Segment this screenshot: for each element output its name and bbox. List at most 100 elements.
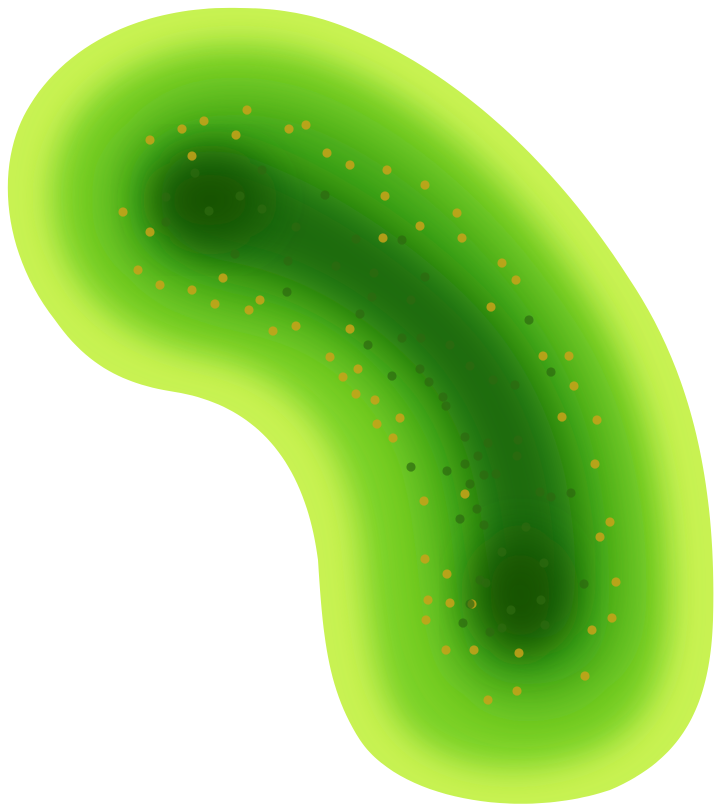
seed-dot: [512, 451, 522, 461]
seed-dot: [397, 333, 407, 343]
seed-dot: [187, 285, 197, 295]
seed-dot: [455, 514, 465, 524]
seed-dot: [590, 459, 600, 469]
seed-dot: [460, 489, 470, 499]
seed-dot: [587, 625, 597, 635]
seed-dot: [370, 395, 380, 405]
pickle-dark-spot-bottom: [475, 535, 565, 655]
seed-dot: [187, 151, 197, 161]
seed-dot: [458, 618, 468, 628]
seed-dot: [465, 361, 475, 371]
seed-dot: [513, 435, 523, 445]
seed-dot: [564, 351, 574, 361]
seed-dot: [118, 207, 128, 217]
seed-dot: [161, 217, 171, 227]
seed-dot: [540, 620, 550, 630]
seed-dot: [457, 233, 467, 243]
seed-dot: [387, 371, 397, 381]
seed-dot: [535, 487, 545, 497]
seed-dot: [231, 130, 241, 140]
seed-dot: [557, 412, 567, 422]
seed-dot: [460, 432, 470, 442]
seed-dot: [382, 165, 392, 175]
seed-dot: [388, 433, 398, 443]
seed-dot: [338, 372, 348, 382]
seed-dot: [579, 579, 589, 589]
seed-dot: [605, 517, 615, 527]
seed-dot: [514, 648, 524, 658]
seed-dot: [441, 645, 451, 655]
seed-dot: [325, 352, 335, 362]
seed-dot: [291, 321, 301, 331]
seed-dot: [452, 208, 462, 218]
seed-dot: [488, 375, 498, 385]
seed-dot: [255, 295, 265, 305]
seed-dot: [445, 340, 455, 350]
seed-dot: [510, 380, 520, 390]
seed-dot: [442, 569, 452, 579]
seed-dot: [521, 522, 531, 532]
seed-dot: [497, 547, 507, 557]
seed-dot: [497, 623, 507, 633]
seed-dot: [546, 492, 556, 502]
seed-dot: [546, 367, 556, 377]
seed-dot: [421, 615, 431, 625]
seed-dot: [242, 105, 252, 115]
seed-dot: [481, 578, 491, 588]
seed-dot: [483, 695, 493, 705]
seed-dot: [539, 558, 549, 568]
seed-dot: [473, 451, 483, 461]
seed-dot: [204, 206, 214, 216]
pickle-seed-dots-outer: [118, 105, 621, 705]
seed-dot: [322, 148, 332, 158]
seed-dot: [479, 520, 489, 530]
seed-dot: [355, 309, 365, 319]
seed-dot: [145, 227, 155, 237]
seed-dot: [363, 340, 373, 350]
seed-dot: [345, 160, 355, 170]
seed-dot: [190, 168, 200, 178]
seed-dot: [420, 180, 430, 190]
seed-dot: [465, 599, 475, 609]
seed-dot: [291, 222, 301, 232]
seed-dot: [353, 364, 363, 374]
seed-dot: [420, 272, 430, 282]
seed-dot: [423, 595, 433, 605]
seed-dot: [485, 627, 495, 637]
seed-dot: [320, 190, 330, 200]
pickle-dark-spot-top: [155, 158, 265, 242]
seed-dot: [419, 496, 429, 506]
seed-dot: [424, 377, 434, 387]
seed-dot: [284, 124, 294, 134]
seed-dot: [257, 204, 267, 214]
seed-dot: [282, 287, 292, 297]
seed-dot: [483, 438, 493, 448]
seed-dot: [257, 165, 267, 175]
seed-dot: [244, 305, 254, 315]
seed-dot: [486, 302, 496, 312]
seed-dot: [145, 135, 155, 145]
seed-dot: [199, 116, 209, 126]
seed-dot: [230, 249, 240, 259]
seed-dot: [566, 488, 576, 498]
seed-dot: [406, 295, 416, 305]
seed-dot: [415, 221, 425, 231]
seed-dot: [397, 235, 407, 245]
seed-dot: [442, 466, 452, 476]
pickle-seed-dots-inner: [161, 165, 589, 637]
seed-dot: [580, 671, 590, 681]
seed-dot: [367, 292, 377, 302]
seed-dot: [380, 191, 390, 201]
seed-dot: [161, 192, 171, 202]
seed-dot: [611, 577, 621, 587]
seed-dot: [445, 598, 455, 608]
seed-dot: [438, 392, 448, 402]
seed-dot: [595, 532, 605, 542]
seed-dot: [607, 613, 617, 623]
seed-dot: [369, 268, 379, 278]
seed-dot: [283, 256, 293, 266]
seed-dot: [420, 554, 430, 564]
seed-dot: [415, 364, 425, 374]
seed-dot: [536, 595, 546, 605]
